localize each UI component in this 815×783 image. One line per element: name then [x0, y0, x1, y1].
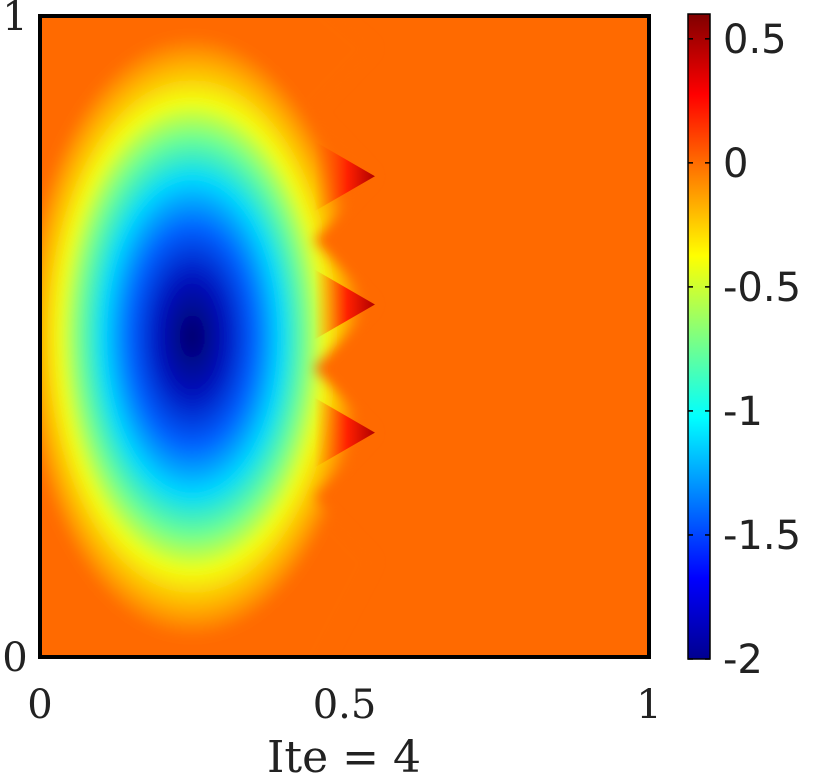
colorbar-tick-label: -1: [723, 389, 763, 435]
x-tick-label: 1: [636, 682, 661, 728]
y-axis-ticks: 01: [2, 0, 27, 681]
x-tick-label: 0: [27, 682, 52, 728]
heatmap-left-region: [40, 16, 375, 657]
colorbar-tick-label: -0.5: [723, 265, 801, 311]
interface-peak: [314, 269, 375, 340]
y-tick-label: 1: [2, 0, 27, 40]
x-axis-label: Ite = 4: [267, 732, 421, 783]
colorbar-tick-label: 0: [723, 141, 748, 187]
x-axis-ticks: 0 0.5 1: [27, 682, 661, 728]
colorbar-tick-label: -1.5: [723, 513, 801, 559]
x-tick-label: 0.5: [313, 682, 377, 728]
y-tick-label: 0: [2, 635, 27, 681]
interface-peak: [314, 397, 375, 468]
plot-area: [40, 16, 649, 657]
colorbar-ticks: 0.5 0 -0.5 -1 -1.5 -2: [688, 17, 801, 683]
interface-peak: [314, 140, 375, 212]
colorbar: [687, 13, 711, 660]
well-minimum: [40, 35, 363, 638]
colorbar-tick-label: -2: [723, 637, 763, 683]
interface-peaks: [314, 140, 375, 468]
plot-frame: [38, 14, 651, 659]
colorbar-tick-label: 0.5: [723, 17, 787, 63]
